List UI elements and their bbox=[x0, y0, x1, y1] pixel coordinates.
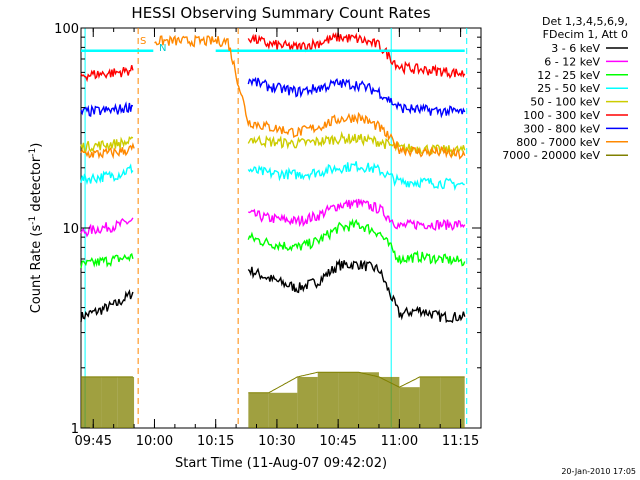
timestamp: 20-Jan-2010 17:05 bbox=[561, 467, 636, 476]
y-tick-label: 10 bbox=[62, 222, 79, 237]
series-5 bbox=[80, 32, 466, 83]
series-fill-10-7 bbox=[317, 372, 339, 428]
x-tick-label: 09:45 bbox=[75, 434, 112, 449]
legend-item-label: 3 - 6 keV bbox=[551, 42, 600, 55]
series-line-3 bbox=[80, 161, 465, 191]
chart-title: HESSI Observing Summary Count Rates bbox=[131, 4, 430, 22]
series-fill-10-1 bbox=[101, 376, 118, 428]
y-label-sup-1: -1 bbox=[28, 216, 38, 225]
series-fill-10-9 bbox=[358, 372, 379, 428]
x-axis-ticks: 09:45 10:00 10:15 10:30 10:45 11:00 11:15 bbox=[75, 28, 479, 449]
series-fill-10-12 bbox=[419, 376, 441, 428]
x-tick-label: 10:00 bbox=[136, 434, 173, 449]
y-tick-label: 1 bbox=[71, 422, 79, 437]
legend: Det 1,3,4,5,6,9, FDecim 1, Att 0 3 - 6 k… bbox=[502, 15, 628, 162]
series-line-7 bbox=[154, 34, 466, 160]
series-fill-10-5 bbox=[268, 392, 298, 428]
series-fill-10-8 bbox=[338, 372, 359, 428]
y-label-part-3: ) bbox=[29, 143, 44, 148]
x-tick-label: 10:15 bbox=[197, 434, 234, 449]
y-label-part-2: detector bbox=[29, 156, 44, 216]
y-label-sup-2: -1 bbox=[28, 148, 38, 157]
legend-item-label: 50 - 100 keV bbox=[530, 96, 600, 109]
series-fill-10-6 bbox=[297, 376, 318, 428]
series-line-10 bbox=[81, 371, 465, 394]
series-0 bbox=[80, 258, 466, 324]
series-fill-10-0 bbox=[81, 376, 102, 428]
series-3 bbox=[80, 161, 465, 191]
legend-item-label: 7000 - 20000 keV bbox=[502, 149, 600, 162]
series-line-5 bbox=[80, 32, 466, 83]
series-8 bbox=[80, 142, 135, 160]
x-axis-label: Start Time (11-Aug-07 09:42:02) bbox=[175, 456, 387, 471]
series-layer bbox=[80, 32, 466, 428]
x-tick-label: 11:15 bbox=[442, 434, 479, 449]
series-line-2 bbox=[80, 218, 466, 269]
series-line-9 bbox=[80, 76, 466, 119]
x-tick-label: 10:45 bbox=[319, 434, 356, 449]
series-fill-10-10 bbox=[378, 376, 400, 428]
series-2 bbox=[80, 218, 466, 269]
series-fill-10-2 bbox=[117, 376, 135, 428]
annotation-s: S bbox=[140, 36, 146, 47]
series-line-0 bbox=[80, 258, 466, 324]
series-line-1 bbox=[80, 198, 466, 238]
legend-header-1: Det 1,3,4,5,6,9, bbox=[542, 15, 628, 28]
vertical-markers bbox=[84, 28, 468, 428]
legend-item-label: 300 - 800 keV bbox=[523, 122, 600, 135]
series-10 bbox=[81, 371, 465, 428]
legend-header-2: FDecim 1, Att 0 bbox=[543, 28, 628, 41]
y-tick-label: 100 bbox=[54, 22, 79, 37]
x-tick-label: 10:30 bbox=[258, 434, 295, 449]
series-line-8 bbox=[80, 142, 135, 160]
series-fill-10-4 bbox=[248, 392, 269, 428]
series-9 bbox=[80, 76, 466, 119]
y-label-part-1: Count Rate (s bbox=[29, 225, 44, 314]
x-tick-label: 11:00 bbox=[381, 434, 418, 449]
legend-item-label: 100 - 300 keV bbox=[523, 109, 600, 122]
series-1 bbox=[80, 198, 466, 238]
legend-item-label: 800 - 7000 keV bbox=[516, 136, 600, 149]
legend-item-label: 12 - 25 keV bbox=[537, 69, 600, 82]
legend-item-label: 6 - 12 keV bbox=[544, 55, 600, 68]
series-fill-10-11 bbox=[399, 387, 420, 428]
legend-item-label: 25 - 50 keV bbox=[537, 82, 600, 95]
y-axis-label: Count Rate (s-1 detector-1) bbox=[28, 143, 44, 314]
annotation-n: N bbox=[159, 43, 166, 54]
y-axis-ticks: 1 10 100 bbox=[54, 22, 481, 437]
series-7 bbox=[154, 34, 466, 160]
